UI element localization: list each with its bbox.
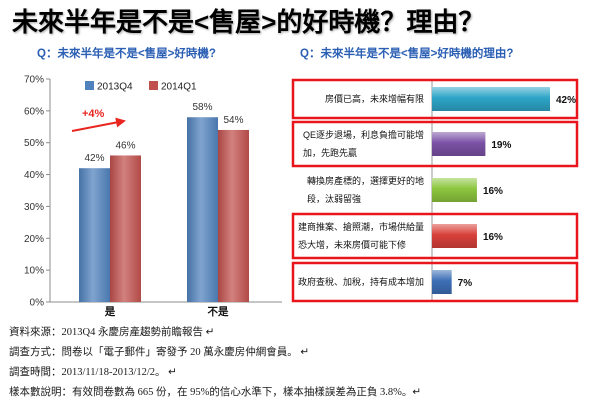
y-tick-label: 0% <box>30 298 45 309</box>
reason-label-line: 轉換房產標的，選擇更好的地 <box>306 176 424 186</box>
left-chart: 0% 10% 20% 30% 40% 50% 60% 70% 2013Q4 42% 58% 2014Q… <box>24 75 282 318</box>
reason-label-line: 政府查稅、加稅，持有成本增加 <box>297 277 424 287</box>
reason-label-line: 房價已高，未來增幅有限 <box>324 94 424 104</box>
left-chart-title: Q：未來半年是不是<售屋>好時機? <box>37 48 216 60</box>
legend-swatch-2014q1 <box>149 81 158 90</box>
reason-value-label-0: 42% <box>556 95 576 106</box>
reason-label-3: 建商推案、搶照潮，市場供給量 恐大增，未來房價可能下修 <box>298 218 424 254</box>
highlight-box-0 <box>291 78 579 120</box>
data-label-2014q1-0: 46% <box>115 140 135 151</box>
annotation-label: +4% <box>82 108 105 120</box>
reason-bar-3 <box>432 224 477 248</box>
reason-bar-4 <box>432 270 452 294</box>
y-tick-label: 30% <box>24 202 44 213</box>
category-label-0: 是 <box>104 306 116 318</box>
y-tick-label: 40% <box>24 170 44 181</box>
bar-2014q1-1 <box>218 129 249 302</box>
survey-notes: 資料來源：2013Q4 永慶房產趨勢前瞻報告 ↵ 調查方式：問卷以「電子郵件」寄… <box>9 325 421 405</box>
y-tick-label: 50% <box>24 138 44 149</box>
right-chart-title: Q：未來半年是不是<售屋>好時機的理由? <box>300 48 514 60</box>
reason-bar-1 <box>432 132 486 156</box>
bar-2013q4-1 <box>187 117 218 302</box>
data-label-2014q1-1: 54% <box>223 115 243 126</box>
data-label-2013q4-0: 42% <box>84 153 104 164</box>
slide-title: 未來半年是不是<售屋>的好時機？理由？ <box>12 7 485 37</box>
reason-label-line: 恐大增，未來房價可能下修 <box>297 240 406 250</box>
reason-label-line: QE逐步退場，利息負擔可能增 <box>302 130 424 140</box>
legend-label-2013q4: 2013Q4 <box>97 82 133 93</box>
reason-label-line: 段，汰弱留強 <box>306 194 361 204</box>
y-tick-label: 60% <box>24 106 44 117</box>
reason-bar-0 <box>432 87 550 111</box>
reason-value-label-2: 16% <box>483 186 503 197</box>
legend-label-2014q1: 2014Q1 <box>161 82 197 93</box>
reason-value-label-4: 7% <box>458 278 473 289</box>
category-label-1: 不是 <box>208 306 229 318</box>
reason-bar-2 <box>432 178 477 202</box>
y-tick-label: 20% <box>24 234 44 245</box>
annotation-arrow <box>71 117 126 132</box>
reason-value-label-3: 16% <box>483 232 503 243</box>
right-chart: 42% 19% 16% 16% 7% <box>291 78 579 303</box>
y-tick-label: 70% <box>24 75 44 86</box>
reason-value-label-1: 19% <box>491 140 511 151</box>
legend-swatch-2013q4 <box>85 81 94 90</box>
period-note: 調查時間：2013/11/18-2013/12/2。 ↵ <box>9 367 177 378</box>
bar-2014q1-0 <box>110 155 141 302</box>
data-label-2013q4-1: 58% <box>192 102 212 113</box>
reason-label-line: 加，先跑先贏 <box>302 148 357 158</box>
y-tick-label: 10% <box>24 266 44 277</box>
reason-label-1: QE逐步退場，利息負擔可能增 加，先跑先贏 <box>303 126 424 162</box>
source-note: 資料來源：2013Q4 永慶房產趨勢前瞻報告 ↵ <box>9 327 215 338</box>
reason-label-0: 房價已高，未來增幅有限 <box>325 90 424 108</box>
reason-label-line: 建商推案、搶照潮，市場供給量 <box>297 222 424 232</box>
reason-label-4: 政府查稅、加稅，持有成本增加 <box>298 273 424 291</box>
method-note: 調查方式：問卷以「電子郵件」寄發予 20 萬永慶房仲網會員。 ↵ <box>9 347 310 358</box>
highlight-box-3 <box>291 212 579 260</box>
sample-note: 樣本數說明：有效問卷數為 665 份，在 95%的信心水準下，樣本抽樣誤差為正負… <box>9 387 422 398</box>
bar-2013q4-0 <box>79 168 110 302</box>
highlight-box-1 <box>291 120 579 168</box>
highlight-box-4 <box>291 261 579 303</box>
reason-label-2: 轉換房產標的，選擇更好的地 段，汰弱留強 <box>307 172 424 208</box>
